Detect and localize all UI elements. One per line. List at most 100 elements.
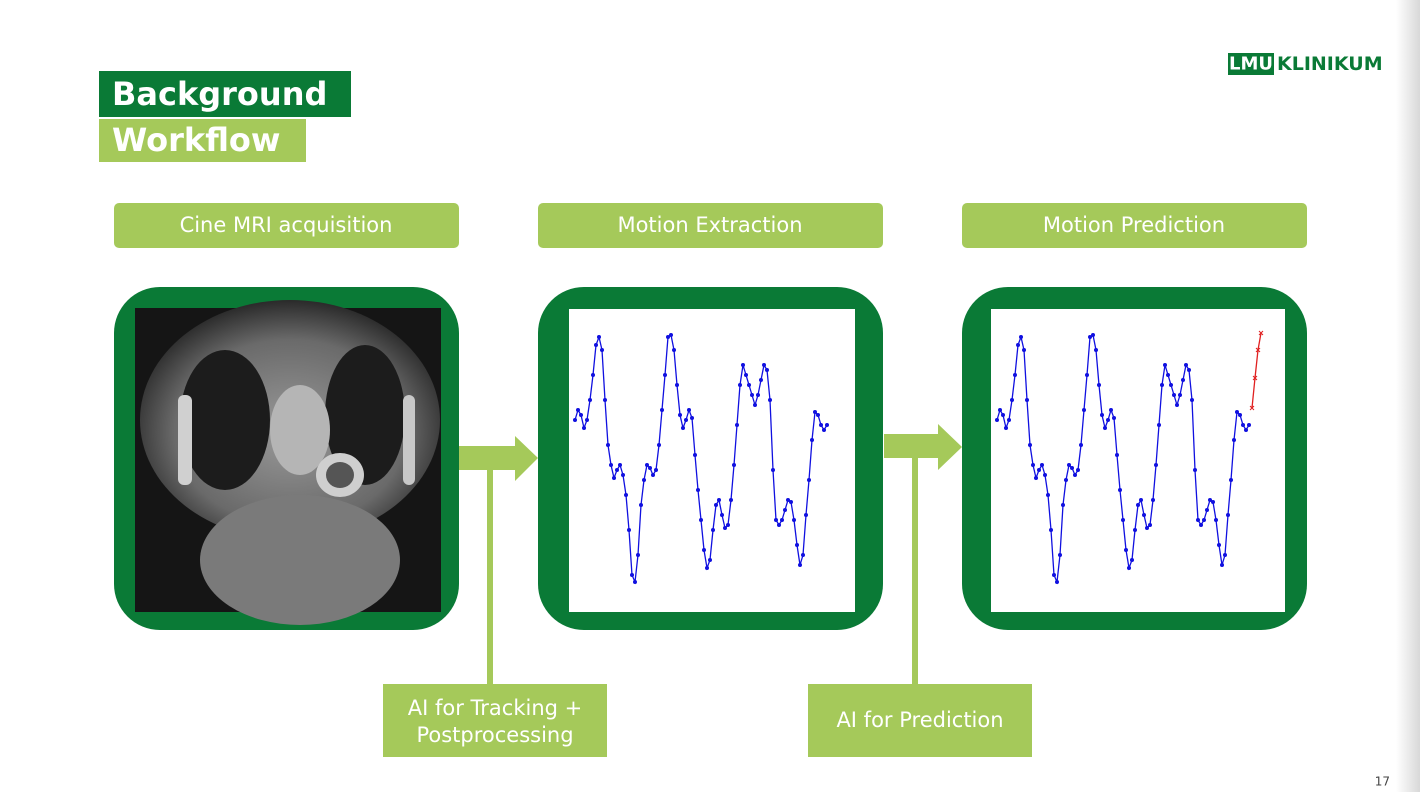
- signal-point: [783, 508, 787, 512]
- signal-point: [585, 418, 589, 422]
- signal-point: [747, 383, 751, 387]
- signal-point: [600, 348, 604, 352]
- arrow-head: [938, 424, 962, 470]
- signal-point: [1178, 393, 1182, 397]
- signal-point: [774, 518, 778, 522]
- edge-shade: [1396, 0, 1420, 792]
- signal-point: [1055, 580, 1059, 584]
- signal-point: [792, 518, 796, 522]
- signal-point: [606, 443, 610, 447]
- signal-point: [618, 463, 622, 467]
- signal-point: [1040, 463, 1044, 467]
- signal-point: [672, 348, 676, 352]
- signal-point: [759, 378, 763, 382]
- signal-point: [696, 488, 700, 492]
- signal-point: [1160, 383, 1164, 387]
- signal-point: [687, 408, 691, 412]
- signal-point: [1088, 335, 1092, 339]
- signal-point: [1085, 373, 1089, 377]
- arrow-shaft: [884, 434, 940, 458]
- signal-point: [819, 423, 823, 427]
- signal-point: [723, 526, 727, 530]
- signal-point: [693, 453, 697, 457]
- signal-point: [1252, 375, 1258, 381]
- ai-label: AI for Prediction: [836, 708, 1003, 732]
- signal-point: [1007, 418, 1011, 422]
- signal-point: [1244, 428, 1248, 432]
- signal-point: [813, 410, 817, 414]
- signal-point: [1100, 413, 1104, 417]
- signal-point: [624, 493, 628, 497]
- signal-point: [1142, 513, 1146, 517]
- arrows: [459, 424, 962, 684]
- signal-point: [753, 403, 757, 407]
- subtitle-box: [99, 119, 306, 162]
- signal-point: [1025, 398, 1029, 402]
- signal-point: [1181, 378, 1185, 382]
- signal-point: [1151, 498, 1155, 502]
- subtitle: Workflow: [112, 121, 280, 159]
- signal-point: [1079, 443, 1083, 447]
- signal-point: [789, 500, 793, 504]
- signal-point: [681, 426, 685, 430]
- signal-point: [1127, 566, 1131, 570]
- signal-point: [801, 553, 805, 557]
- arrow-head: [515, 436, 538, 481]
- signal-point: [822, 428, 826, 432]
- signal-point: [1193, 468, 1197, 472]
- signal-point: [1049, 528, 1053, 532]
- signal-point: [1208, 498, 1212, 502]
- signal-point: [1031, 463, 1035, 467]
- signal-point: [1187, 368, 1191, 372]
- plot-area: [991, 309, 1285, 612]
- logo-mark: LMU: [1229, 54, 1273, 75]
- signal-point: [1004, 426, 1008, 430]
- signal-point: [762, 363, 766, 367]
- signal-point: [591, 373, 595, 377]
- signal-point: [573, 418, 577, 422]
- signal-point: [705, 566, 709, 570]
- signal-point: [579, 413, 583, 417]
- signal-point: [642, 478, 646, 482]
- signal-point: [1148, 523, 1152, 527]
- signal-point: [1094, 348, 1098, 352]
- signal-point: [1157, 423, 1161, 427]
- signal-point: [720, 513, 724, 517]
- signal-point: [732, 463, 736, 467]
- title-box: [99, 71, 351, 117]
- signal-point: [1043, 473, 1047, 477]
- title: Background: [112, 75, 327, 113]
- signal-point: [702, 548, 706, 552]
- connector: [912, 458, 918, 684]
- signal-point: [1067, 463, 1071, 467]
- signal-point: [1112, 416, 1116, 420]
- signal-point: [1211, 500, 1215, 504]
- signal-point: [714, 503, 718, 507]
- signal-point: [1115, 453, 1119, 457]
- signal-point: [998, 408, 1002, 412]
- signal-point: [1196, 518, 1200, 522]
- signal-point: [621, 473, 625, 477]
- connector: [487, 470, 493, 684]
- signal-point: [1190, 398, 1194, 402]
- signal-point: [633, 580, 637, 584]
- signal-point: [756, 393, 760, 397]
- signal-point: [1118, 488, 1122, 492]
- signal-point: [1136, 503, 1140, 507]
- signal-point: [798, 563, 802, 567]
- signal-point: [1052, 573, 1056, 577]
- signal-point: [603, 398, 607, 402]
- signal-point: [1028, 443, 1032, 447]
- signal-point: [594, 343, 598, 347]
- signal-point: [1166, 373, 1170, 377]
- signal-point: [1249, 405, 1255, 411]
- signal-point: [684, 418, 688, 422]
- signal-point: [735, 423, 739, 427]
- signal-point: [1229, 478, 1233, 482]
- signal-point: [1121, 518, 1125, 522]
- signal-point: [1091, 333, 1095, 337]
- signal-line: [1251, 332, 1262, 409]
- signal-point: [804, 513, 808, 517]
- signal-point: [660, 408, 664, 412]
